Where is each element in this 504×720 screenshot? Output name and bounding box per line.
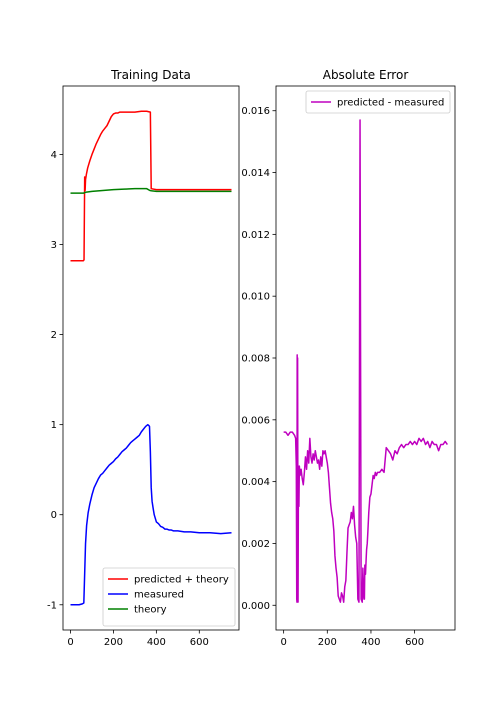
y-tick-label: 3 [51,240,57,251]
x-tick-label: 400 [361,637,380,648]
chart-title: Training Data [110,68,191,82]
y-tick-label: 2 [51,330,57,341]
legend-label-0: predicted + theory [134,575,229,586]
y-tick-label: 0.006 [241,415,270,426]
y-tick-label: 0.004 [241,477,270,488]
legend: predicted + theory measured theory [102,567,236,627]
y-tick-label: 0 [51,510,57,521]
y-tick-label: 1 [51,420,57,431]
legend: predicted - measured [305,90,451,114]
legend-box [305,90,451,114]
absolute-error-panel: Absolute Error 0 200 400 600 0.000 0.002 0.004 0… [241,68,456,648]
series-line-0 [283,119,448,603]
x-tick-label: 400 [147,637,166,648]
series-line-2 [70,187,232,194]
x-tick-label: 0 [67,637,73,648]
x-tick-label: 200 [318,637,337,648]
legend-label-2: theory [134,605,167,616]
x-tick-label: 600 [405,637,424,648]
legend-box [102,567,236,627]
y-tick-label: 0.010 [241,292,270,303]
legend-label-0: predicted - measured [337,98,444,109]
y-tick-label: 0.008 [241,354,270,365]
y-tick-label: 0.000 [241,601,270,612]
axes-frame [62,85,240,631]
y-tick-label: -1 [47,600,57,611]
chart-title: Absolute Error [323,68,409,82]
x-tick-label: 0 [280,637,286,648]
x-tick-label: 200 [104,637,123,648]
series-line-0 [70,110,232,262]
y-tick-label: 0.016 [241,106,270,117]
y-tick-label: 0.012 [241,230,270,241]
series-line-1 [70,423,232,606]
x-tick-label: 600 [190,637,209,648]
legend-label-1: measured [134,590,184,601]
training-data-panel: Training Data 0 200 400 600 -1 0 1 2 3 4 predicted … [47,68,240,648]
y-tick-label: 0.002 [241,539,270,550]
y-tick-label: 4 [51,150,57,161]
y-tick-label: 0.014 [241,168,270,179]
